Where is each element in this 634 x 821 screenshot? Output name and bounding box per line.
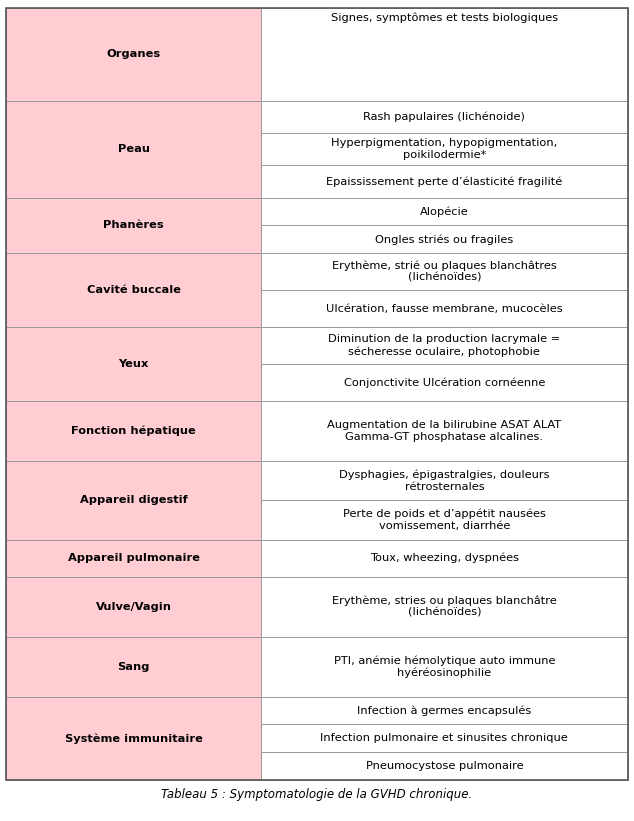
Bar bbox=[6, 327, 261, 401]
Bar bbox=[261, 500, 628, 539]
Text: Infection pulmonaire et sinusites chronique: Infection pulmonaire et sinusites chroni… bbox=[321, 733, 568, 743]
Text: Yeux: Yeux bbox=[119, 359, 149, 369]
Bar bbox=[6, 253, 261, 327]
Text: Ongles striés ou fragiles: Ongles striés ou fragiles bbox=[375, 234, 514, 245]
Text: Erythème, strié ou plaques blanchâtres
(lichénoïdes): Erythème, strié ou plaques blanchâtres (… bbox=[332, 260, 557, 282]
Bar bbox=[261, 461, 628, 500]
Text: Pneumocystose pulmonaire: Pneumocystose pulmonaire bbox=[366, 761, 523, 771]
Bar bbox=[6, 697, 261, 780]
Bar bbox=[261, 724, 628, 752]
Text: Tableau 5 : Symptomatologie de la GVHD chronique.: Tableau 5 : Symptomatologie de la GVHD c… bbox=[162, 788, 472, 801]
Bar bbox=[261, 697, 628, 724]
Text: Conjonctivite Ulcération cornéenne: Conjonctivite Ulcération cornéenne bbox=[344, 378, 545, 388]
Text: Système immunitaire: Système immunitaire bbox=[65, 733, 203, 744]
Bar bbox=[261, 290, 628, 327]
Bar bbox=[6, 539, 261, 576]
Bar bbox=[261, 226, 628, 253]
Bar bbox=[261, 752, 628, 780]
Text: Cavité buccale: Cavité buccale bbox=[87, 285, 181, 295]
Text: Phanères: Phanères bbox=[103, 220, 164, 231]
Bar bbox=[261, 539, 628, 576]
Bar bbox=[261, 327, 628, 364]
Text: Organes: Organes bbox=[107, 49, 161, 59]
Bar bbox=[261, 101, 628, 133]
Text: Erythème, stries ou plaques blanchâtre
(lichénoïdes): Erythème, stries ou plaques blanchâtre (… bbox=[332, 595, 557, 617]
Bar bbox=[261, 165, 628, 198]
Text: Augmentation de la bilirubine ASAT ALAT
Gamma-GT phosphatase alcalines.: Augmentation de la bilirubine ASAT ALAT … bbox=[327, 420, 562, 442]
Text: Signes, symptômes et tests biologiques: Signes, symptômes et tests biologiques bbox=[331, 12, 558, 23]
Bar bbox=[6, 101, 261, 198]
Text: Alopécie: Alopécie bbox=[420, 206, 469, 217]
Text: Appareil digestif: Appareil digestif bbox=[80, 495, 188, 506]
Bar bbox=[6, 461, 261, 539]
Bar bbox=[6, 198, 261, 253]
Text: Ulcération, fausse membrane, mucocèles: Ulcération, fausse membrane, mucocèles bbox=[326, 304, 563, 314]
Text: Fonction hépatique: Fonction hépatique bbox=[72, 426, 196, 436]
Text: Sang: Sang bbox=[117, 662, 150, 672]
Text: Peau: Peau bbox=[118, 144, 150, 154]
Bar bbox=[6, 401, 261, 461]
Bar bbox=[261, 198, 628, 226]
Bar bbox=[261, 401, 628, 461]
Text: Hyperpigmentation, hypopigmentation,
poikilodermie*: Hyperpigmentation, hypopigmentation, poi… bbox=[331, 139, 557, 160]
Bar bbox=[6, 576, 261, 637]
Bar bbox=[261, 576, 628, 637]
Text: Toux, wheezing, dyspnées: Toux, wheezing, dyspnées bbox=[370, 553, 519, 563]
Bar bbox=[261, 637, 628, 697]
Bar bbox=[261, 133, 628, 165]
Text: Epaississement perte d’élasticité fragilité: Epaississement perte d’élasticité fragil… bbox=[327, 177, 562, 186]
Text: Perte de poids et d’appétit nausées
vomissement, diarrhée: Perte de poids et d’appétit nausées vomi… bbox=[343, 509, 546, 531]
Bar bbox=[261, 253, 628, 290]
Text: Appareil pulmonaire: Appareil pulmonaire bbox=[68, 553, 200, 563]
Bar bbox=[6, 8, 261, 101]
Text: Diminution de la production lacrymale =
sécheresse oculaire, photophobie: Diminution de la production lacrymale = … bbox=[328, 334, 560, 356]
Text: Infection à germes encapsulés: Infection à germes encapsulés bbox=[357, 705, 531, 716]
Text: Vulve/Vagin: Vulve/Vagin bbox=[96, 602, 172, 612]
Text: Rash papulaires (lichénoide): Rash papulaires (lichénoide) bbox=[363, 112, 526, 122]
Bar bbox=[261, 364, 628, 401]
Bar bbox=[261, 8, 628, 101]
Text: Dysphagies, épigastralgies, douleurs
rétrosternales: Dysphagies, épigastralgies, douleurs rét… bbox=[339, 470, 550, 492]
Bar bbox=[6, 637, 261, 697]
Text: PTI, anémie hémolytique auto immune
hyéréosinophilie: PTI, anémie hémolytique auto immune hyér… bbox=[333, 655, 555, 678]
